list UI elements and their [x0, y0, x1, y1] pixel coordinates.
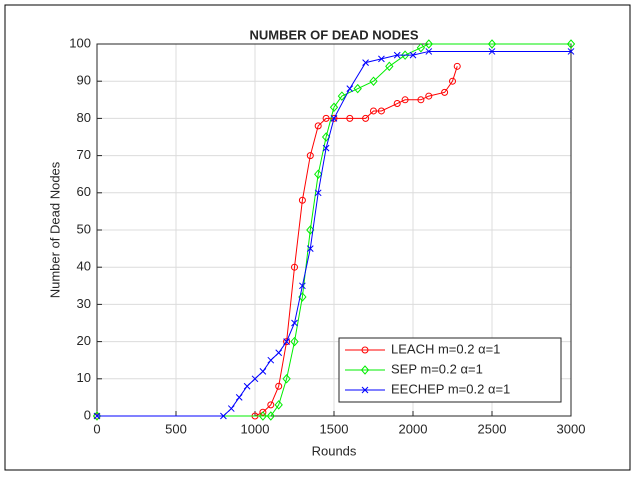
marker — [487, 39, 497, 49]
marker — [385, 61, 394, 72]
marker — [259, 408, 267, 416]
legend-label: SEP m=0.2 α=1 — [391, 361, 483, 376]
marker — [291, 263, 298, 271]
y-tick-label: 50 — [77, 221, 91, 236]
marker — [337, 91, 347, 101]
marker — [346, 114, 354, 122]
x-tick-label: 2500 — [478, 421, 507, 436]
marker — [393, 51, 401, 59]
marker — [322, 144, 330, 152]
marker — [566, 39, 576, 49]
x-tick-label: 1500 — [320, 421, 349, 436]
x-tick-label: 3000 — [557, 421, 586, 436]
marker — [235, 394, 243, 401]
y-tick-label: 20 — [77, 333, 91, 348]
marker — [361, 386, 369, 394]
x-tick-label: 0 — [93, 421, 100, 436]
marker — [275, 349, 283, 357]
x-tick-label: 2000 — [399, 421, 428, 436]
marker — [251, 375, 259, 383]
marker — [314, 189, 322, 197]
marker — [329, 102, 339, 112]
marker — [243, 382, 251, 390]
y-tick-label: 90 — [77, 73, 91, 88]
marker — [258, 411, 268, 421]
marker — [449, 77, 456, 85]
marker — [92, 411, 102, 421]
y-tick-label: 100 — [69, 35, 91, 50]
marker — [353, 83, 362, 94]
marker — [425, 48, 433, 55]
marker — [259, 368, 267, 375]
x-tick-label: 1000 — [241, 421, 270, 436]
y-tick-label: 70 — [77, 147, 91, 162]
marker — [416, 42, 426, 53]
y-axis-label: Number of Dead Nodes — [47, 161, 62, 298]
marker — [93, 412, 101, 420]
marker — [409, 51, 417, 59]
marker — [362, 114, 370, 122]
marker — [267, 401, 275, 409]
marker — [306, 245, 314, 252]
marker — [441, 88, 449, 96]
marker — [220, 412, 227, 420]
marker — [291, 319, 298, 327]
marker — [346, 85, 354, 92]
marker — [282, 374, 291, 384]
marker — [401, 96, 409, 104]
axes-box — [96, 43, 572, 417]
marker — [290, 336, 299, 347]
marker — [488, 48, 496, 55]
marker — [453, 62, 461, 70]
marker — [378, 55, 385, 63]
marker — [360, 365, 370, 375]
marker — [322, 114, 330, 122]
y-tick-label: 10 — [77, 370, 91, 385]
marker — [266, 411, 275, 421]
marker — [400, 50, 410, 60]
marker — [275, 382, 283, 390]
marker — [306, 152, 314, 160]
marker — [370, 107, 377, 115]
chart-title: NUMBER OF DEAD NODES — [249, 27, 418, 42]
y-tick-label: 60 — [77, 184, 91, 199]
marker — [424, 39, 433, 49]
marker — [361, 346, 369, 354]
y-tick-label: 0 — [84, 407, 91, 422]
legend-label: EECHEP m=0.2 α=1 — [391, 381, 510, 396]
marker — [321, 132, 331, 142]
marker — [267, 356, 275, 364]
y-tick-label: 40 — [77, 259, 91, 274]
marker — [362, 59, 369, 66]
marker — [283, 338, 291, 346]
marker — [283, 338, 290, 345]
marker — [330, 115, 338, 122]
marker — [314, 169, 323, 179]
marker — [227, 405, 235, 412]
marker — [274, 400, 283, 410]
marker — [314, 122, 322, 130]
marker — [393, 100, 401, 108]
x-axis-label: Rounds — [312, 443, 357, 458]
marker — [298, 196, 306, 204]
legend-label: LEACH m=0.2 α=1 — [391, 341, 500, 356]
marker — [377, 107, 385, 115]
marker — [417, 96, 425, 104]
marker — [369, 76, 378, 86]
marker — [299, 282, 306, 290]
y-tick-label: 80 — [77, 110, 91, 125]
marker — [425, 92, 433, 100]
legend: LEACH m=0.2 α=1 SEP m=0.2 α=1 EECHEP m=0.2… — [338, 337, 562, 403]
marker — [567, 48, 575, 55]
x-tick-label: 500 — [165, 421, 187, 436]
y-tick-label: 30 — [77, 296, 91, 311]
